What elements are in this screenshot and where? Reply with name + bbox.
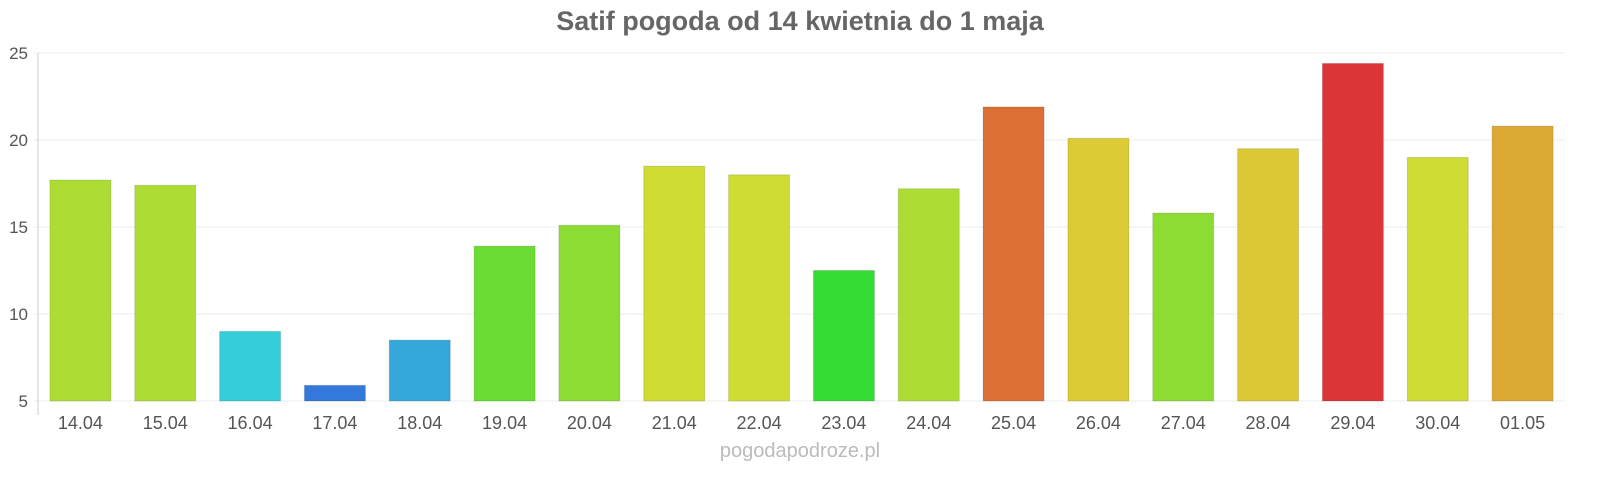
bar-19.04 [473, 245, 536, 402]
bar-20.04 [558, 224, 621, 402]
x-tick-label: 16.04 [228, 413, 273, 433]
x-tick-label: 30.04 [1415, 413, 1460, 433]
bar-28.04 [1237, 148, 1300, 402]
bar-15.04 [134, 184, 197, 402]
x-tick-label: 14.04 [58, 413, 103, 433]
bar-16.04 [219, 330, 282, 402]
x-tick-label: 29.04 [1330, 413, 1375, 433]
bar-23.04 [812, 270, 875, 402]
bar-30.04 [1406, 156, 1469, 402]
chart-title: Satif pogoda od 14 kwietnia do 1 maja [556, 6, 1044, 36]
x-tick-label: 01.05 [1500, 413, 1545, 433]
x-tick-label: 27.04 [1161, 413, 1206, 433]
footer-watermark: pogodapodroze.pl [719, 440, 881, 462]
bar-18.04 [388, 339, 451, 402]
y-tick-label: 10 [9, 305, 28, 324]
x-tick-label: 25.04 [991, 413, 1036, 433]
bar-26.04 [1067, 137, 1130, 402]
bar-29.04 [1321, 62, 1384, 402]
x-tick-label: 23.04 [821, 413, 866, 433]
bar-01.05 [1491, 125, 1554, 402]
x-tick-label: 28.04 [1246, 413, 1291, 433]
x-tick-label: 21.04 [652, 413, 697, 433]
bar-25.04 [982, 106, 1045, 402]
x-tick-label: 24.04 [906, 413, 951, 433]
x-tick-label: 18.04 [397, 413, 442, 433]
bar-14.04 [49, 179, 112, 402]
x-tick-label: 22.04 [737, 413, 782, 433]
bar-24.04 [897, 188, 960, 402]
y-tick-label: 25 [9, 44, 28, 63]
x-tick-label: 19.04 [482, 413, 527, 433]
y-tick-label: 15 [9, 218, 28, 237]
x-tick-label: 15.04 [143, 413, 188, 433]
y-tick-label: 20 [9, 131, 28, 150]
bar-27.04 [1152, 212, 1215, 402]
bar-17.04 [303, 384, 366, 402]
y-tick-label: 5 [19, 392, 28, 411]
x-tick-label: 26.04 [1076, 413, 1121, 433]
bar-21.04 [643, 165, 706, 402]
x-tick-label: 20.04 [567, 413, 612, 433]
x-tick-label: 17.04 [312, 413, 357, 433]
bar-22.04 [728, 174, 791, 402]
